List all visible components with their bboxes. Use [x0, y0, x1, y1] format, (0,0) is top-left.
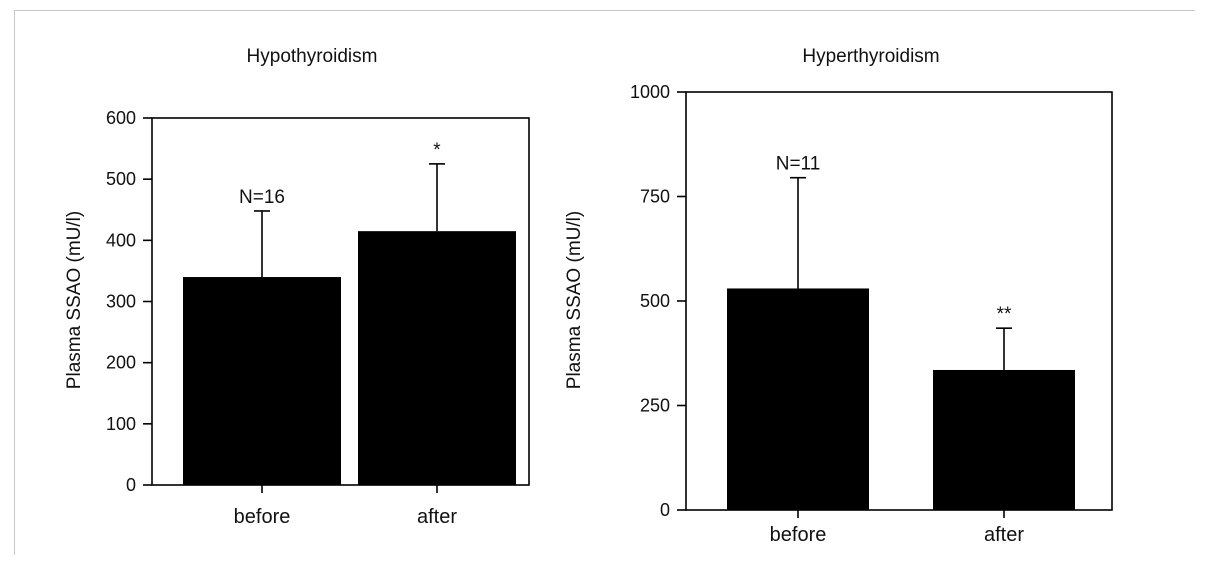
y-tick-label: 0 — [126, 475, 136, 495]
y-tick-label: 500 — [106, 169, 136, 189]
bar-annotation: ** — [997, 304, 1012, 325]
bar-after — [933, 369, 1075, 510]
x-category-label: after — [984, 524, 1024, 546]
x-category-label: after — [417, 506, 457, 528]
y-tick-label: 750 — [640, 187, 670, 207]
bar-annotation: N=16 — [239, 187, 285, 208]
y-axis-label: Plasma SSAO (mU/l) — [64, 211, 85, 389]
y-tick-label: 200 — [106, 353, 136, 373]
chart-title: Hypothyroidism — [247, 46, 378, 67]
y-tick-label: 250 — [640, 396, 670, 416]
bar-before — [183, 277, 341, 485]
chart-title: Hyperthyroidism — [802, 46, 939, 67]
y-tick-label: 500 — [640, 291, 670, 311]
y-tick-label: 300 — [106, 292, 136, 312]
bar-before — [727, 288, 869, 510]
y-axis-label: Plasma SSAO (mU/l) — [564, 211, 585, 389]
y-tick-label: 600 — [106, 108, 136, 128]
y-tick-label: 100 — [106, 414, 136, 434]
y-tick-label: 400 — [106, 230, 136, 250]
y-tick-label: 1000 — [630, 82, 670, 102]
bar-annotation: * — [433, 140, 441, 161]
bar-after — [358, 231, 516, 485]
bar-annotation: N=11 — [776, 154, 821, 175]
y-tick-label: 0 — [660, 500, 670, 520]
x-category-label: before — [770, 524, 827, 546]
x-category-label: before — [234, 506, 291, 528]
